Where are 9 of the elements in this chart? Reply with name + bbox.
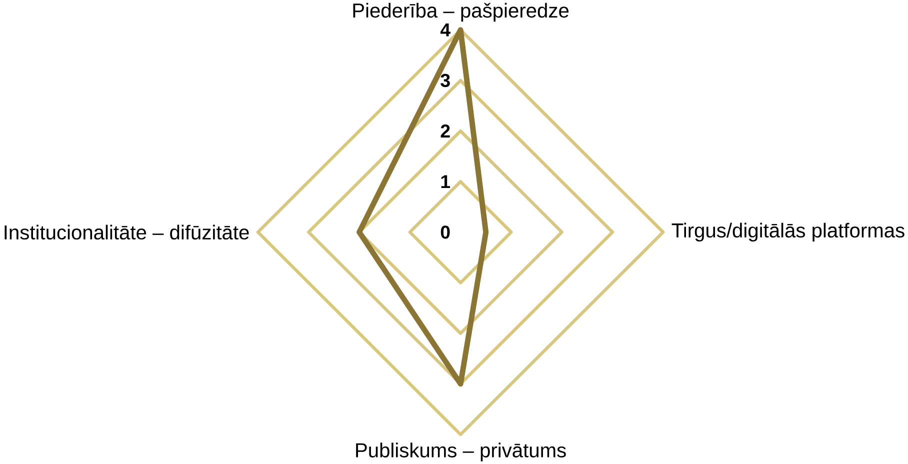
spoke-label: Tirgus/digitālās platformas (672, 222, 904, 242)
y-tick-label: 4 (440, 23, 450, 36)
y-tick-label: 0 (440, 225, 450, 239)
spoke-label: Piederība – pašpieredze (353, 2, 569, 22)
y-tick-label: 1 (441, 175, 450, 188)
spoke-label: Publiskums – privātums (356, 442, 566, 462)
spoke-label: Institucionalitāte – difūzitāte (4, 224, 249, 240)
y-tick-label: 3 (440, 74, 450, 87)
y-tick-label: 2 (440, 124, 450, 138)
